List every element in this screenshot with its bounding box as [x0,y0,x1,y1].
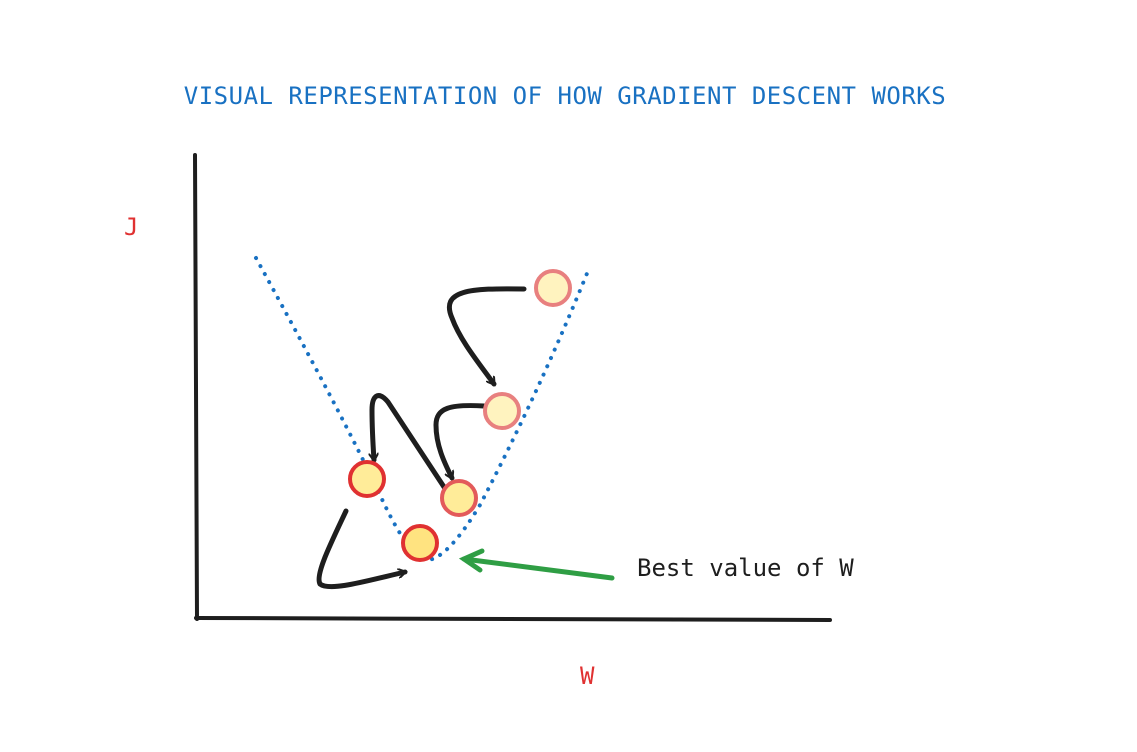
point-step-3 [348,460,386,498]
diagram-title: VISUAL REPRESENTATION OF HOW GRADIENT DE… [183,82,947,110]
x-axis [194,616,832,622]
step-arrow-4 [316,508,405,590]
descent-points [348,269,572,562]
best-value-annotation: Best value of W [637,554,854,582]
point-step-2 [483,392,521,430]
point-minimum [401,524,439,562]
annotation-arrow [458,548,615,581]
cost-curve [254,256,592,563]
axes [193,153,832,622]
x-axis-label: W [580,662,595,690]
step-arrows [316,286,527,590]
point-step-1 [534,269,572,307]
step-arrow-1 [447,286,527,387]
step-arrow-3 [372,393,449,493]
point-step-4 [440,479,478,517]
y-axis [193,153,199,621]
step-arrow-2 [433,403,487,478]
y-axis-label: J [124,213,139,241]
